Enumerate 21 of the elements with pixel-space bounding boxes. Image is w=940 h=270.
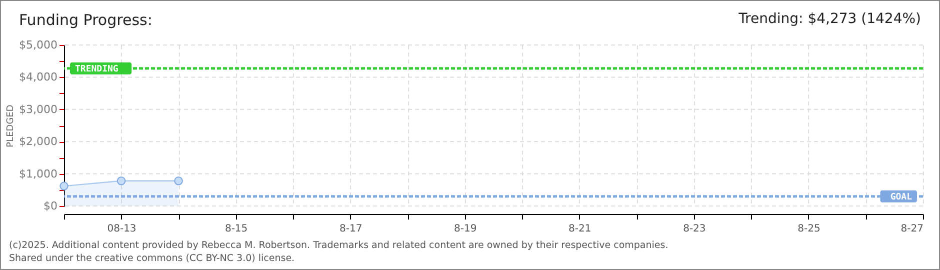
ref-line-label: TRENDING (75, 64, 118, 74)
y-axis-title: PLEDGED (6, 104, 16, 148)
x-tick-label: 8-19 (454, 224, 477, 234)
text: Shared under the creative commons (CC BY-NC 3.0) license. (9, 252, 296, 265)
y-tick-label: $4,000 (19, 70, 58, 84)
text: (c)2025. Additional content provided by Rebecca M. Robertson. Trademarks and related content are owned by their respective companies. (9, 239, 668, 252)
y-tick-label: $3,000 (19, 102, 58, 116)
x-tick-label: 8-23 (683, 224, 706, 234)
chart-subtitle: Trending: $4,273 (1424%) (738, 11, 921, 29)
ref-line-label: GOAL (890, 192, 913, 202)
y-tick-label: $0 (44, 200, 58, 212)
x-tick-label: 8-15 (224, 224, 248, 234)
x-tick-label: 8-21 (568, 224, 592, 234)
x-tick-label: 8-25 (798, 224, 820, 234)
y-tick-label: $5,000 (19, 38, 58, 52)
x-tick-label: 8-17 (339, 224, 362, 234)
x-tick-label: 08-13 (107, 224, 136, 234)
chart-title: Funding Progress: (19, 11, 152, 31)
y-tick-label: $2,000 (19, 135, 58, 148)
y-tick-label: $1,000 (19, 167, 58, 180)
x-tick-label: 8-27 (900, 224, 924, 234)
